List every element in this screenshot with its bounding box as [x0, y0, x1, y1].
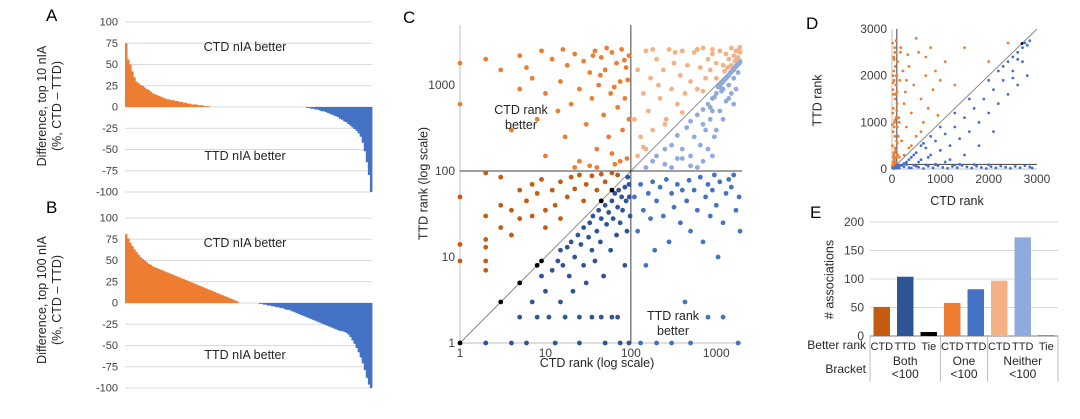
- svg-text:10: 10: [539, 346, 553, 360]
- svg-text:100: 100: [100, 213, 118, 225]
- svg-text:2000: 2000: [975, 172, 1002, 186]
- panel-a-ylabel-line1: Difference, top 10 nIA: [35, 45, 49, 167]
- panel-d-y-axis-label: TTD rank: [810, 74, 825, 127]
- svg-text:100: 100: [100, 17, 118, 29]
- panel-e-letter: E: [810, 203, 822, 222]
- svg-text:-75: -75: [102, 165, 118, 177]
- svg-text:Tie: Tie: [1039, 341, 1054, 353]
- panel-b-ylabel-line2: (%, CTD – TTD): [50, 254, 64, 346]
- svg-text:TTD: TTD: [1012, 341, 1033, 353]
- svg-text:0: 0: [880, 162, 887, 176]
- svg-text:1: 1: [448, 336, 455, 350]
- svg-b-bars: [125, 234, 373, 388]
- svg-text:CTD: CTD: [988, 341, 1011, 353]
- svg-text:50: 50: [106, 255, 118, 267]
- svg-text:1000: 1000: [703, 346, 730, 360]
- panel-b-chart: 100 75 50 25 0 -25 -50 -75 -100: [96, 213, 373, 395]
- svg-text:0: 0: [112, 102, 118, 114]
- svg-d-series-1: [891, 39, 1034, 170]
- panel-e-row-label-better-rank: Better rank: [807, 338, 866, 352]
- svg-c-series-3: [483, 174, 633, 346]
- svg-text:50: 50: [851, 301, 865, 315]
- panel-b-annotation-ttd-better: TTD nIA better: [204, 348, 286, 362]
- panel-d-letter: D: [806, 14, 819, 33]
- panel-a-annotation-ttd-better: TTD nIA better: [204, 149, 286, 163]
- panel-c-annotation-ttd-rank-better: TTD rank better: [646, 309, 700, 338]
- panel-c-letter: C: [403, 8, 416, 27]
- svg-text:1000: 1000: [927, 172, 954, 186]
- panel-b-y-axis-label: Difference, top 100 nIA (%, CTD – TTD): [35, 190, 65, 410]
- svg-text:-75: -75: [102, 361, 118, 373]
- svg-text:150: 150: [844, 244, 864, 258]
- svg-text:1: 1: [457, 346, 464, 360]
- svg-text:75: 75: [106, 38, 118, 50]
- panel-d-x-axis-label: CTD rank: [930, 194, 984, 208]
- svg-text:75: 75: [106, 234, 118, 246]
- svg-text:CTD: CTD: [870, 341, 893, 353]
- panel-b-ylabel-line1: Difference, top 100 nIA: [35, 236, 49, 364]
- panel-e-row-label-bracket: Bracket: [825, 362, 866, 376]
- svg-text:TTD: TTD: [965, 341, 986, 353]
- svg-text:100: 100: [844, 272, 864, 286]
- svg-d-series-0: [890, 36, 1010, 170]
- svg-text:-100: -100: [96, 187, 118, 199]
- svg-a-bars: [125, 43, 373, 192]
- svg-text:Neither: Neither: [1003, 354, 1042, 368]
- svg-text:-25: -25: [102, 319, 118, 331]
- svg-text:25: 25: [106, 276, 118, 288]
- svg-text:100: 100: [621, 346, 641, 360]
- svg-text:<100: <100: [950, 367, 977, 381]
- panel-b-annotation-ctd-better: CTD nIA better: [203, 236, 287, 250]
- svg-c-series-2: [631, 44, 743, 159]
- svg-text:<100: <100: [892, 367, 919, 381]
- svg-text:<100: <100: [1009, 367, 1036, 381]
- panel-c-chart: 1 10 100 1000 1 10 100 1000: [428, 25, 743, 360]
- svg-c-series-1: [457, 45, 632, 170]
- svg-text:200: 200: [844, 215, 864, 229]
- svg-c-series-5: [643, 59, 743, 170]
- svg-d-axes: 0 1000 2000 3000 0 1000 2000 3000: [860, 22, 1050, 186]
- panel-c-annotation-ctd-rank-better: CTD rank better: [494, 103, 548, 132]
- svg-text:Both: Both: [893, 354, 918, 368]
- svg-d-series-2: [1020, 42, 1024, 45]
- svg-text:3000: 3000: [860, 22, 887, 36]
- svg-text:CTD: CTD: [941, 341, 964, 353]
- svg-text:-100: -100: [96, 383, 118, 395]
- svg-text:1000: 1000: [428, 78, 455, 92]
- panel-a-letter: A: [46, 6, 58, 25]
- svg-c-series-6: [457, 187, 615, 346]
- panel-a-y-axis-label: Difference, top 10 nIA (%, CTD – TTD): [35, 0, 65, 216]
- svg-text:One: One: [953, 354, 976, 368]
- svg-text:10: 10: [442, 250, 456, 264]
- svg-text:3000: 3000: [1024, 172, 1051, 186]
- panel-a-annotation-ctd-better: CTD nIA better: [203, 40, 287, 54]
- svg-text:1000: 1000: [860, 115, 887, 129]
- panel-a-chart: 100 75 50 25 0 -25 -50 -75 -100: [96, 17, 373, 199]
- svg-text:-50: -50: [102, 144, 118, 156]
- svg-text:TTD: TTD: [895, 341, 916, 353]
- svg-c-series-4: [631, 172, 743, 346]
- svg-text:50: 50: [106, 59, 118, 71]
- svg-c-axes: 1 10 100 1000 1 10 100 1000: [428, 25, 743, 360]
- svg-text:25: 25: [106, 80, 118, 92]
- svg-text:-25: -25: [102, 123, 118, 135]
- svg-text:-50: -50: [102, 340, 118, 352]
- panel-a-ylabel-line2: (%, CTD – TTD): [50, 60, 64, 152]
- svg-e-bars: [873, 237, 1055, 336]
- panel-b-letter: B: [46, 198, 58, 217]
- svg-text:100: 100: [435, 164, 455, 178]
- panel-c-x-axis-label: CTD rank (log scale): [539, 356, 655, 370]
- svg-text:0: 0: [857, 329, 864, 343]
- panel-d-chart: 0 1000 2000 3000 0 1000 2000 3000: [860, 22, 1050, 186]
- svg-text:0: 0: [112, 298, 118, 310]
- svg-text:Tie: Tie: [921, 341, 936, 353]
- svg-text:2000: 2000: [860, 69, 887, 83]
- svg-c-series-0: [457, 170, 621, 273]
- svg-text:0: 0: [889, 172, 896, 186]
